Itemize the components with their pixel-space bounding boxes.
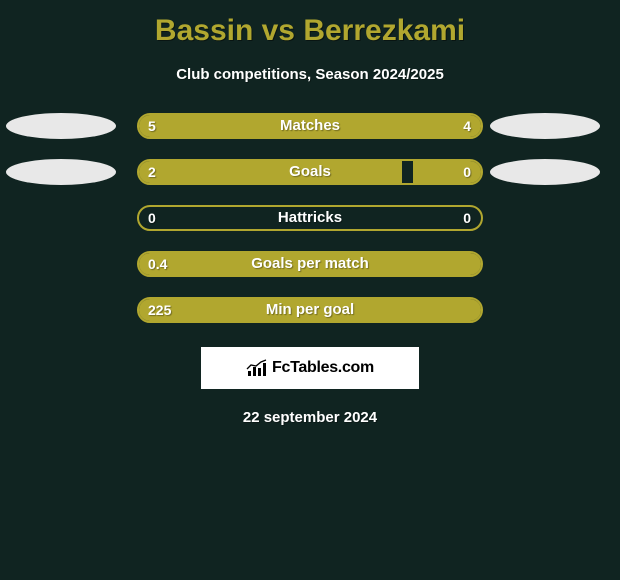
stat-bar-fill-right xyxy=(413,161,481,183)
stat-bar-fill-right xyxy=(327,115,481,137)
stat-row: Matches54 xyxy=(0,113,620,139)
date: 22 september 2024 xyxy=(0,409,620,426)
logo-box: FcTables.com xyxy=(201,347,419,389)
chart-icon xyxy=(246,358,268,378)
subtitle: Club competitions, Season 2024/2025 xyxy=(0,66,620,83)
stat-bar-track xyxy=(137,159,483,185)
stat-bar-track xyxy=(137,297,483,323)
stat-bar-track xyxy=(137,251,483,277)
stat-bar-track xyxy=(137,113,483,139)
stat-row: Min per goal225 xyxy=(0,297,620,323)
stat-bar-fill-left xyxy=(139,253,481,275)
player-right-placeholder xyxy=(490,113,600,139)
stat-bar-fill-left xyxy=(139,299,481,321)
player-right-placeholder xyxy=(490,159,600,185)
stat-row: Goals per match0.4 xyxy=(0,251,620,277)
stat-bar-track xyxy=(137,205,483,231)
player-left-placeholder xyxy=(6,113,116,139)
stat-bar-fill-left xyxy=(139,115,327,137)
player-left-placeholder xyxy=(6,159,116,185)
stat-row: Goals20 xyxy=(0,159,620,185)
stat-row: Hattricks00 xyxy=(0,205,620,231)
stats-container: Matches54 Goals20 Hattricks00 Goals per mat… xyxy=(0,113,620,323)
stat-bar-fill-left xyxy=(139,161,402,183)
logo-text: FcTables.com xyxy=(272,359,374,377)
page-title: Bassin vs Berrezkami xyxy=(0,0,620,48)
